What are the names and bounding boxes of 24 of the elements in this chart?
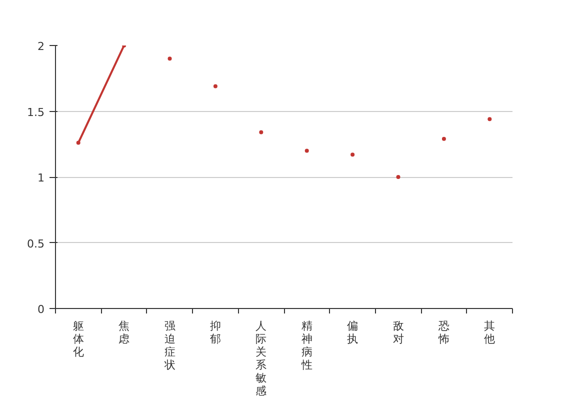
point <box>259 130 264 134</box>
x-tick-label: 躯体化 <box>72 320 84 358</box>
x-tick-label: 精神病性 <box>300 320 312 372</box>
x-tick-label: 恐怖 <box>437 320 450 346</box>
point <box>168 56 172 61</box>
x-tick-label: 人际关系敏感 <box>256 320 267 398</box>
point <box>350 152 355 157</box>
point <box>304 148 309 153</box>
y-tick-label: 0.5 <box>27 237 45 250</box>
point <box>488 117 492 122</box>
x-tick-label: 焦虑 <box>118 320 130 346</box>
point <box>396 175 400 179</box>
x-tick-label: 强迫症状 <box>163 320 176 372</box>
x-tick-label: 敌对 <box>392 320 404 346</box>
x-tick-label: 抑郁 <box>210 320 221 346</box>
y-tick-label: 1 <box>38 172 44 184</box>
y-tick-label: 0 <box>38 303 44 316</box>
point <box>442 136 446 141</box>
y-tick-label: 1.5 <box>27 106 45 119</box>
point <box>213 84 218 88</box>
x-tick-label: 其他 <box>484 320 496 346</box>
x-tick-label: 偏执 <box>347 320 358 346</box>
y-tick-label: 2 <box>38 40 44 53</box>
point <box>76 140 80 145</box>
